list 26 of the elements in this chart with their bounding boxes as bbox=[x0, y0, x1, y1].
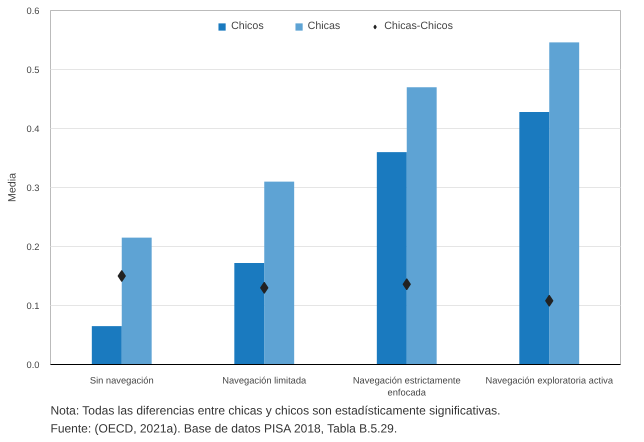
y-tick-label: 0.4 bbox=[26, 124, 40, 134]
source-note: Fuente: (OECD, 2021a). Base de datos PISA 2018, Tabla B.5.29. bbox=[50, 422, 398, 436]
bar bbox=[549, 42, 580, 364]
bar bbox=[519, 112, 550, 364]
y-tick-label: 0.2 bbox=[26, 242, 40, 252]
legend-label: Chicos bbox=[231, 20, 264, 32]
y-tick-label: 0.0 bbox=[26, 360, 40, 370]
x-tick-label: Navegación estrictamente enfocada bbox=[352, 376, 461, 398]
x-tick-label: Sin navegación bbox=[90, 376, 154, 386]
x-tick-label: Navegación limitada bbox=[222, 376, 308, 386]
y-tick-label: 0.3 bbox=[26, 183, 40, 193]
bar bbox=[406, 87, 437, 364]
bar bbox=[234, 263, 264, 364]
legend-label: Chicas-Chicos bbox=[384, 20, 453, 32]
y-axis-title: Media bbox=[6, 172, 19, 202]
point bbox=[118, 270, 126, 282]
y-tick-label: 0.5 bbox=[26, 65, 40, 75]
bar bbox=[122, 238, 152, 364]
y-tick-label: 0.1 bbox=[26, 301, 40, 311]
legend-label: Chicas bbox=[308, 20, 340, 32]
text: Nota: Todas las diferencias entre chicas y chicos son estadísticamente significativas. bbox=[50, 404, 500, 418]
bar bbox=[376, 152, 407, 364]
bar bbox=[92, 326, 122, 364]
x-tick-label: Navegación exploratoria activa bbox=[485, 376, 614, 386]
bar bbox=[264, 182, 294, 364]
y-tick-label: 0.6 bbox=[26, 6, 40, 16]
